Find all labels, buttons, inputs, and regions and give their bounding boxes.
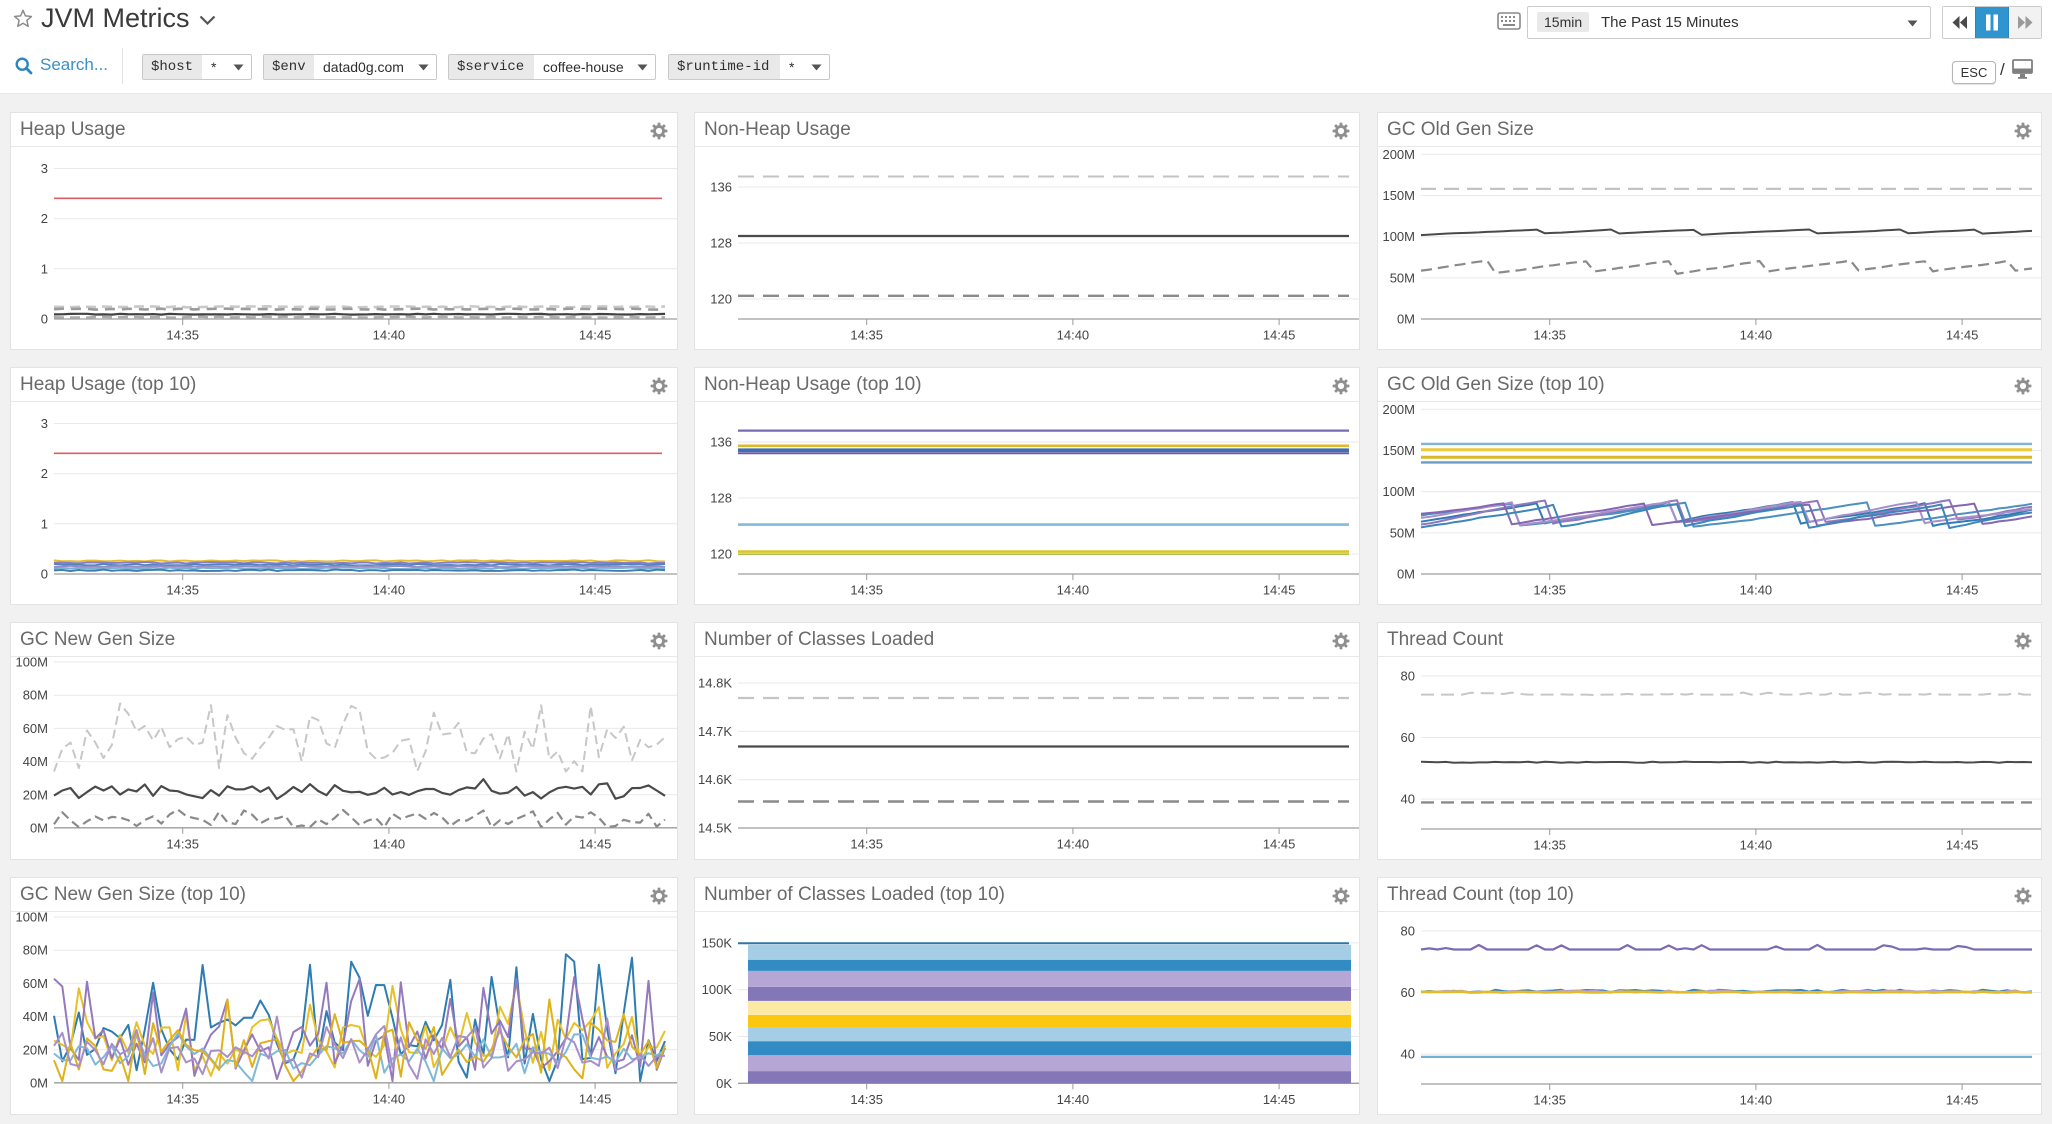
svg-text:136: 136 [710,435,732,450]
svg-text:14:45: 14:45 [579,836,612,851]
svg-text:14:35: 14:35 [1533,1093,1566,1108]
svg-text:40: 40 [1401,1047,1415,1062]
svg-text:14:40: 14:40 [1057,837,1090,852]
svg-text:14:40: 14:40 [373,583,406,598]
svg-text:14:40: 14:40 [1740,1093,1773,1108]
svg-text:60M: 60M [23,721,48,736]
svg-text:50M: 50M [1390,525,1415,540]
svg-text:40: 40 [1401,792,1415,807]
svg-text:14:40: 14:40 [1057,1092,1090,1107]
svg-text:14:35: 14:35 [1533,328,1566,343]
svg-text:0M: 0M [30,1075,48,1090]
svg-text:3: 3 [41,161,48,176]
svg-text:14:40: 14:40 [1740,583,1773,598]
svg-text:1: 1 [41,261,48,276]
svg-text:150M: 150M [1382,443,1415,458]
svg-text:0: 0 [41,567,48,582]
svg-text:14:45: 14:45 [1946,328,1979,343]
svg-text:14:35: 14:35 [166,1091,199,1106]
svg-text:80: 80 [1401,668,1415,683]
svg-text:14:35: 14:35 [850,328,883,343]
svg-text:60: 60 [1401,985,1415,1000]
svg-text:0: 0 [41,312,48,327]
svg-text:14:45: 14:45 [1946,1093,1979,1108]
svg-text:3: 3 [41,416,48,431]
svg-text:100K: 100K [702,982,733,997]
svg-text:0M: 0M [1397,312,1415,327]
svg-text:60M: 60M [23,976,48,991]
svg-text:14:45: 14:45 [579,328,612,343]
svg-text:14:45: 14:45 [1263,328,1296,343]
svg-text:40M: 40M [23,754,48,769]
svg-text:14:45: 14:45 [579,583,612,598]
svg-text:14:35: 14:35 [166,583,199,598]
svg-text:128: 128 [710,236,732,251]
svg-text:1: 1 [41,516,48,531]
svg-text:150K: 150K [702,935,733,950]
svg-text:20M: 20M [23,787,48,802]
svg-text:2: 2 [41,466,48,481]
svg-text:2: 2 [41,211,48,226]
svg-text:14:35: 14:35 [166,328,199,343]
svg-text:14:40: 14:40 [373,836,406,851]
svg-text:14:35: 14:35 [166,836,199,851]
svg-text:0K: 0K [716,1076,732,1091]
svg-text:80M: 80M [23,688,48,703]
svg-text:20M: 20M [23,1042,48,1057]
svg-text:128: 128 [710,491,732,506]
svg-text:100M: 100M [1382,229,1415,244]
svg-text:60: 60 [1401,730,1415,745]
svg-text:80: 80 [1401,923,1415,938]
svg-text:14:35: 14:35 [1533,838,1566,853]
svg-text:14.5K: 14.5K [698,821,732,836]
svg-text:40M: 40M [23,1009,48,1024]
svg-text:120: 120 [710,292,732,307]
svg-text:14:40: 14:40 [1740,838,1773,853]
svg-text:0M: 0M [1397,567,1415,582]
svg-text:14.7K: 14.7K [698,724,732,739]
svg-text:14:35: 14:35 [1533,583,1566,598]
svg-text:200M: 200M [1382,402,1415,417]
svg-text:14:45: 14:45 [1946,838,1979,853]
svg-text:14.8K: 14.8K [698,676,732,691]
svg-text:100M: 100M [1382,484,1415,499]
svg-text:14:45: 14:45 [579,1091,612,1106]
svg-text:50K: 50K [709,1029,732,1044]
svg-text:14:35: 14:35 [850,583,883,598]
svg-text:14:40: 14:40 [1057,583,1090,598]
svg-text:14:45: 14:45 [1263,583,1296,598]
svg-text:0M: 0M [30,820,48,835]
svg-text:100M: 100M [15,657,48,670]
svg-text:14:35: 14:35 [850,1092,883,1107]
svg-text:120: 120 [710,547,732,562]
svg-text:150M: 150M [1382,188,1415,203]
svg-text:100M: 100M [15,912,48,925]
svg-text:14:40: 14:40 [373,328,406,343]
svg-text:14:45: 14:45 [1263,837,1296,852]
svg-text:14:40: 14:40 [373,1091,406,1106]
svg-text:14:40: 14:40 [1057,328,1090,343]
svg-text:14.6K: 14.6K [698,772,732,787]
svg-text:14:35: 14:35 [850,837,883,852]
svg-text:80M: 80M [23,943,48,958]
svg-text:200M: 200M [1382,147,1415,162]
svg-text:14:45: 14:45 [1946,583,1979,598]
svg-text:50M: 50M [1390,270,1415,285]
svg-text:14:45: 14:45 [1263,1092,1296,1107]
svg-text:136: 136 [710,180,732,195]
svg-text:14:40: 14:40 [1740,328,1773,343]
